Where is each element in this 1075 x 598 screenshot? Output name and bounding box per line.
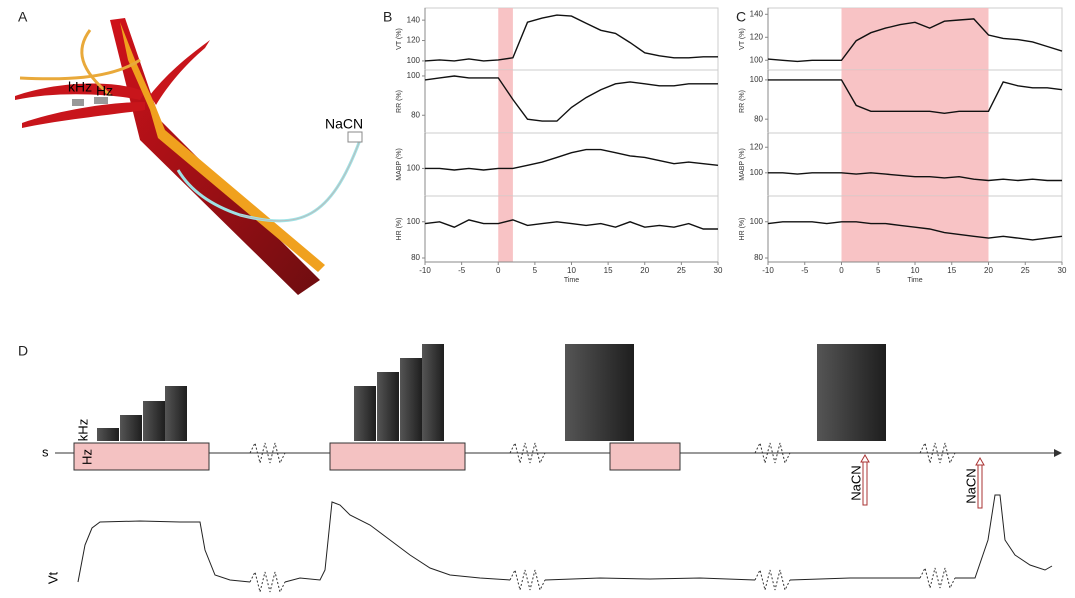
x-tick-label: 20 — [984, 266, 993, 275]
vessel-diagram — [15, 18, 362, 295]
panel-letter: D — [18, 343, 28, 359]
y-axis-label: VT (%) — [396, 28, 403, 50]
figure: A B C D kHz Hz NaCN — [0, 0, 1075, 598]
x-tick-label: 5 — [533, 266, 538, 275]
khz-label: kHz — [75, 419, 90, 441]
stim-span — [498, 70, 513, 133]
nacn-label: NaCN — [963, 468, 978, 503]
x-tick-label: -5 — [801, 266, 809, 275]
y-axis-label: RR (%) — [739, 90, 746, 113]
y-tick-label: 80 — [411, 253, 420, 262]
stim-span — [498, 8, 513, 70]
data-line — [425, 150, 718, 170]
y-tick-label: 80 — [411, 110, 420, 119]
x-tick-label: 10 — [911, 266, 920, 275]
y-tick-label: 80 — [754, 253, 763, 262]
y-tick-label: 100 — [407, 56, 421, 65]
x-tick-label: 10 — [567, 266, 576, 275]
x-tick-label: -10 — [762, 266, 774, 275]
x-tick-label: -5 — [458, 266, 466, 275]
plot-frame — [425, 133, 718, 196]
y-axis-label: RR (%) — [396, 90, 403, 113]
plot-frame — [425, 70, 718, 133]
panel-letter: C — [736, 9, 746, 25]
y-axis-label: MABP (%) — [396, 148, 403, 181]
y-tick-label: 140 — [407, 15, 421, 24]
nacn-label: NaCN — [848, 465, 863, 500]
x-tick-label: 20 — [640, 266, 649, 275]
stim-span — [842, 133, 989, 196]
y-axis-label: HR (%) — [396, 218, 403, 241]
y-axis-label: VT (%) — [739, 28, 746, 50]
x-tick-label: 30 — [1058, 266, 1067, 275]
y-tick-label: 80 — [754, 114, 763, 123]
y-tick-label: 120 — [750, 32, 764, 41]
stim-span — [842, 70, 989, 133]
y-tick-label: 100 — [407, 217, 421, 226]
x-tick-label: 0 — [839, 266, 844, 275]
data-line — [425, 220, 718, 229]
plot-frame — [425, 196, 718, 262]
y-tick-label: 100 — [750, 75, 764, 84]
y-axis-label: MABP (%) — [739, 148, 746, 181]
label-hz: Hz — [96, 83, 113, 99]
stim-span — [842, 196, 989, 262]
x-axis-label: Time — [907, 277, 922, 284]
panel-letter: B — [383, 9, 392, 25]
y-tick-label: 100 — [407, 71, 421, 80]
label-khz: kHz — [68, 79, 92, 95]
stimulus-schematic — [55, 344, 1060, 592]
x-tick-label: 25 — [677, 266, 686, 275]
y-tick-label: 120 — [407, 36, 421, 45]
x-tick-label: 25 — [1021, 266, 1030, 275]
y-tick-label: 120 — [750, 142, 764, 151]
y-tick-label: 100 — [407, 164, 421, 173]
hz-label: Hz — [79, 449, 94, 465]
stim-span — [498, 196, 513, 262]
y-tick-label: 100 — [750, 217, 764, 226]
plot-frame — [425, 8, 718, 70]
y-tick-label: 100 — [750, 168, 764, 177]
panel-letter: A — [18, 9, 28, 25]
stim-span — [498, 133, 513, 196]
signal-label: s — [42, 444, 49, 459]
x-tick-label: 5 — [876, 266, 881, 275]
stim-span — [842, 8, 989, 70]
data-line — [425, 15, 718, 61]
y-tick-label: 100 — [750, 55, 764, 64]
x-tick-label: 0 — [496, 266, 501, 275]
x-tick-label: 15 — [604, 266, 613, 275]
x-axis-label: Time — [564, 277, 579, 284]
x-tick-label: 15 — [947, 266, 956, 275]
label-nacn: NaCN — [325, 116, 363, 132]
data-line — [425, 76, 718, 121]
y-axis-label: HR (%) — [739, 218, 746, 241]
x-tick-label: -10 — [419, 266, 431, 275]
y-tick-label: 140 — [750, 9, 764, 18]
vt-label: Vt — [45, 571, 60, 584]
x-tick-label: 30 — [714, 266, 723, 275]
